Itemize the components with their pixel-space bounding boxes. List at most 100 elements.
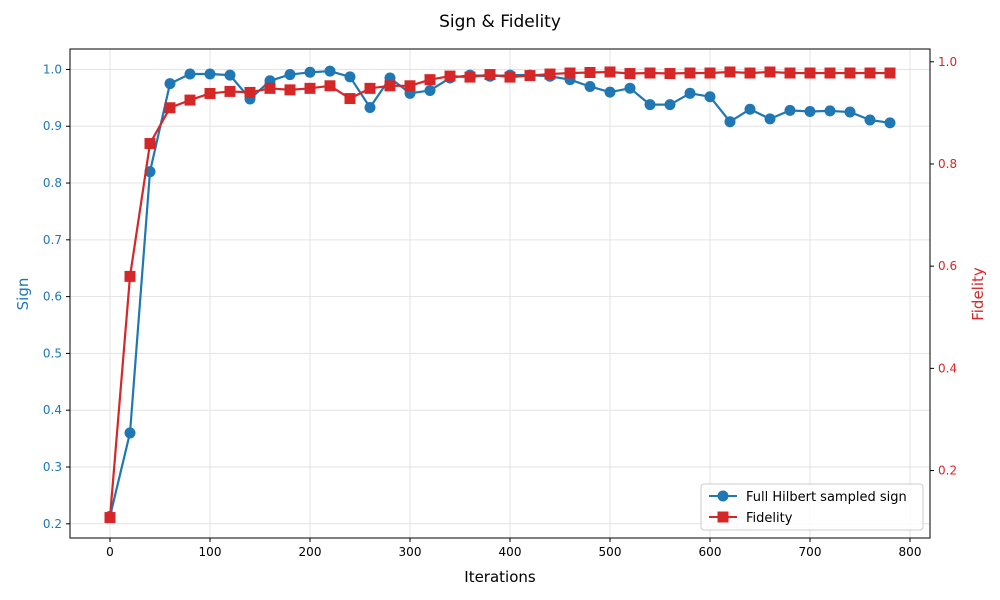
data-point — [884, 117, 896, 129]
plot-frame — [69, 48, 931, 539]
data-point — [704, 91, 716, 103]
y-tick-label-left: 0.4 — [43, 403, 62, 417]
data-point — [844, 67, 856, 79]
data-point — [644, 67, 656, 79]
data-point — [624, 68, 636, 80]
y-tick-label-right: 0.6 — [938, 259, 957, 273]
y-tick-label-right: 0.4 — [938, 361, 957, 375]
data-point — [864, 67, 876, 79]
data-point — [464, 71, 476, 83]
data-point — [684, 67, 696, 79]
data-point — [104, 512, 116, 524]
y-axis-label-left: Sign — [14, 278, 32, 311]
x-tick-label: 700 — [799, 545, 822, 559]
series-line — [108, 70, 890, 518]
series-layer — [104, 65, 896, 524]
data-point — [664, 99, 676, 111]
data-point — [564, 67, 576, 79]
grid — [70, 49, 930, 538]
data-point — [584, 80, 596, 92]
data-point — [664, 68, 676, 80]
data-point — [284, 69, 296, 81]
legend-label-fidelity: Fidelity — [746, 511, 793, 526]
data-point — [124, 427, 136, 439]
data-point — [804, 105, 816, 117]
data-point — [264, 82, 276, 94]
x-tick-label: 200 — [299, 545, 322, 559]
data-point — [364, 101, 376, 113]
data-point — [784, 104, 796, 116]
legend-marker-fidelity — [717, 511, 729, 523]
chart-title: Sign & Fidelity — [439, 12, 561, 32]
axes: 0 100 200 300 400 500 600 700 800 0.2 0.3 0.4 0.5 0.6… — [43, 55, 957, 559]
x-tick-label: 400 — [499, 545, 522, 559]
legend-label-sign: Full Hilbert sampled sign — [746, 490, 907, 505]
data-point — [304, 66, 316, 78]
x-tick-label: 600 — [699, 545, 722, 559]
data-point — [144, 138, 156, 150]
data-point — [304, 82, 316, 94]
x-tick-label: 0 — [106, 545, 114, 559]
y-tick-label-left: 1.0 — [43, 62, 62, 76]
data-point — [324, 80, 336, 92]
data-point — [504, 71, 516, 83]
data-point — [364, 82, 376, 94]
data-point — [764, 66, 776, 78]
data-point — [124, 270, 136, 282]
data-point — [644, 99, 656, 111]
series-line — [108, 70, 891, 517]
data-point — [844, 106, 856, 118]
data-point — [724, 116, 736, 128]
legend: Full Hilbert sampled sign Fidelity — [700, 483, 924, 531]
data-point — [604, 66, 616, 78]
x-tick-label: 500 — [599, 545, 622, 559]
series-sign — [104, 65, 896, 522]
data-point — [384, 80, 396, 92]
data-point — [824, 105, 836, 117]
y-tick-label-right: 0.2 — [938, 464, 957, 478]
y-tick-label-left: 0.8 — [43, 176, 62, 190]
data-point — [324, 65, 336, 77]
data-point — [404, 80, 416, 92]
x-tick-label: 300 — [399, 545, 422, 559]
data-point — [164, 78, 176, 90]
x-axis-label: Iterations — [464, 568, 536, 586]
data-point — [224, 85, 236, 97]
y-tick-label-left: 0.6 — [43, 290, 62, 304]
data-point — [584, 67, 596, 79]
data-point — [684, 87, 696, 99]
data-point — [544, 68, 556, 80]
data-point — [744, 103, 756, 115]
data-point — [244, 86, 256, 98]
legend-box — [700, 483, 924, 531]
data-point — [784, 67, 796, 79]
y-tick-label-left: 0.5 — [43, 346, 62, 360]
data-point — [604, 86, 616, 98]
y-tick-label-left: 0.2 — [43, 517, 62, 531]
data-point — [724, 66, 736, 78]
data-point — [424, 74, 436, 86]
data-point — [164, 102, 176, 114]
data-point — [344, 71, 356, 83]
y-tick-label-right: 1.0 — [938, 55, 957, 69]
y-axis-label-right: Fidelity — [969, 267, 987, 321]
data-point — [444, 70, 456, 82]
data-point — [204, 68, 216, 80]
data-point — [484, 69, 496, 81]
data-point — [884, 67, 896, 79]
data-point — [184, 94, 196, 106]
data-point — [764, 113, 776, 125]
y-tick-label-right: 0.8 — [938, 157, 957, 171]
data-point — [284, 84, 296, 96]
y-tick-label-left: 0.9 — [43, 119, 62, 133]
data-point — [824, 67, 836, 79]
data-point — [624, 82, 636, 94]
legend-marker-sign — [717, 490, 729, 502]
y-tick-label-left: 0.3 — [43, 460, 62, 474]
data-point — [524, 70, 536, 82]
data-point — [224, 69, 236, 81]
data-point — [864, 114, 876, 126]
data-point — [204, 87, 216, 99]
data-point — [704, 67, 716, 79]
